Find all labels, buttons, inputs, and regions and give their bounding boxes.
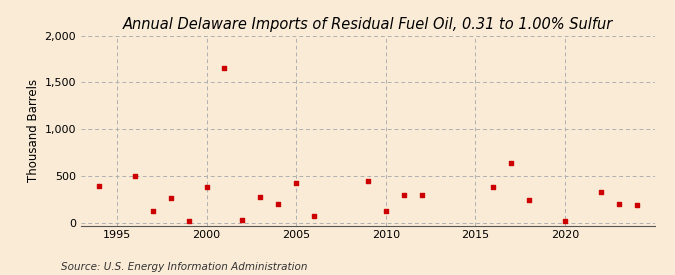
Y-axis label: Thousand Barrels: Thousand Barrels <box>28 79 40 182</box>
Point <box>237 218 248 222</box>
Point <box>524 198 535 202</box>
Point <box>308 213 319 218</box>
Point <box>381 208 392 213</box>
Point <box>255 195 266 200</box>
Point <box>560 219 570 223</box>
Point <box>506 161 517 165</box>
Point <box>614 202 624 206</box>
Point <box>595 190 606 194</box>
Point <box>201 185 212 189</box>
Point <box>183 219 194 223</box>
Point <box>416 192 427 197</box>
Point <box>147 208 158 213</box>
Point <box>94 184 105 188</box>
Text: Source: U.S. Energy Information Administration: Source: U.S. Energy Information Administ… <box>61 262 307 272</box>
Point <box>273 202 284 206</box>
Point <box>130 174 140 178</box>
Point <box>362 178 373 183</box>
Point <box>219 66 230 71</box>
Point <box>291 181 302 186</box>
Point <box>165 196 176 200</box>
Title: Annual Delaware Imports of Residual Fuel Oil, 0.31 to 1.00% Sulfur: Annual Delaware Imports of Residual Fuel… <box>123 17 613 32</box>
Point <box>631 203 642 207</box>
Point <box>488 185 499 189</box>
Point <box>398 192 409 197</box>
